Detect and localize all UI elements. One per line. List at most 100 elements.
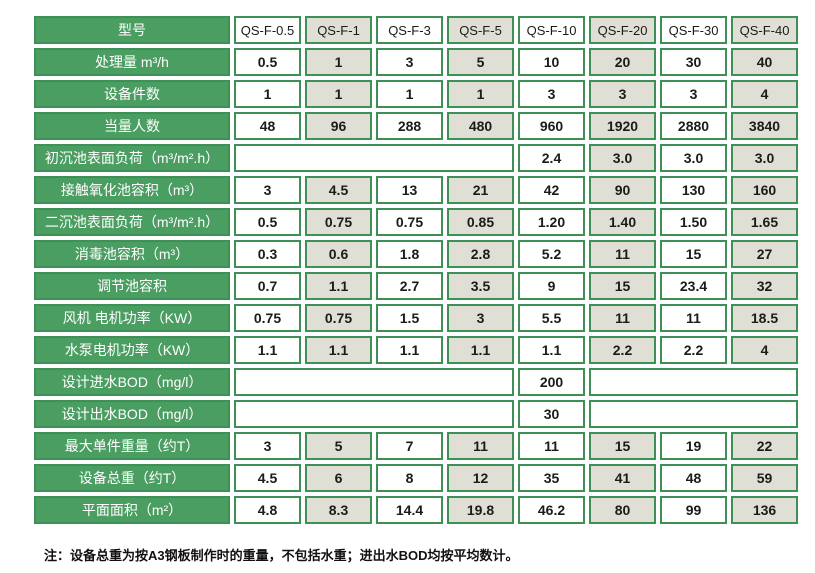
- table-cell: 21: [447, 176, 514, 204]
- table-cell: 19.8: [447, 496, 514, 524]
- table-cell: 0.7: [234, 272, 301, 300]
- table-row: 设计出水BOD（mg/l） 30: [34, 400, 798, 428]
- table-cell: 23.4: [660, 272, 727, 300]
- table-cell: 4: [731, 336, 798, 364]
- table-cell: 1.8: [376, 240, 443, 268]
- table-cell: 3: [376, 48, 443, 76]
- table-row: 平面面积（m²） 4.8 8.3 14.4 19.8 46.2 80 99 136: [34, 496, 798, 524]
- row-label: 设计出水BOD（mg/l）: [34, 400, 230, 428]
- table-cell: 1920: [589, 112, 656, 140]
- table-cell: 4.5: [305, 176, 372, 204]
- row-label: 最大单件重量（约T）: [34, 432, 230, 460]
- table-cell: 22: [731, 432, 798, 460]
- column-header: QS-F-0.5: [234, 16, 301, 44]
- table-cell: 0.75: [376, 208, 443, 236]
- table-cell: [589, 368, 798, 396]
- table-cell: 14.4: [376, 496, 443, 524]
- table-cell: 2.7: [376, 272, 443, 300]
- table-cell: 48: [660, 464, 727, 492]
- table-row: 调节池容积 0.7 1.1 2.7 3.5 9 15 23.4 32: [34, 272, 798, 300]
- table-cell: 3: [234, 176, 301, 204]
- table-row: 初沉池表面负荷（m³/m².h） 2.4 3.0 3.0 3.0: [34, 144, 798, 172]
- table-cell: 2.2: [589, 336, 656, 364]
- table-cell: 2.4: [518, 144, 585, 172]
- table-cell: 80: [589, 496, 656, 524]
- table-cell: 0.75: [305, 208, 372, 236]
- table-cell: 6: [305, 464, 372, 492]
- table-cell: 20: [589, 48, 656, 76]
- table-row: 最大单件重量（约T） 3 5 7 11 11 15 19 22: [34, 432, 798, 460]
- table-cell: 18.5: [731, 304, 798, 332]
- column-header: QS-F-5: [447, 16, 514, 44]
- table-cell: 3.5: [447, 272, 514, 300]
- row-label: 水泵电机功率（KW）: [34, 336, 230, 364]
- table-cell: 1.40: [589, 208, 656, 236]
- table-cell: 288: [376, 112, 443, 140]
- table-cell: 0.85: [447, 208, 514, 236]
- table-cell: 10: [518, 48, 585, 76]
- table-cell: 0.5: [234, 48, 301, 76]
- table-header-row: 型号 QS-F-0.5 QS-F-1 QS-F-3 QS-F-5 QS-F-10 QS-F…: [34, 16, 798, 44]
- footnote-text: 注：设备总重为按A3钢板制作时的重量，不包括水重；进出水BOD均按平均数计。: [44, 548, 519, 563]
- table-cell: 11: [589, 304, 656, 332]
- table-cell: 480: [447, 112, 514, 140]
- table-cell: 32: [731, 272, 798, 300]
- table-cell: 3: [234, 432, 301, 460]
- table-cell: 1.1: [518, 336, 585, 364]
- column-header: QS-F-3: [376, 16, 443, 44]
- row-label: 设备总重（约T）: [34, 464, 230, 492]
- table-cell: 4.8: [234, 496, 301, 524]
- table-cell: 15: [589, 432, 656, 460]
- table-cell: 1.1: [305, 272, 372, 300]
- table-cell: 1: [376, 80, 443, 108]
- table-cell: 130: [660, 176, 727, 204]
- table-cell: 30: [518, 400, 585, 428]
- row-label: 调节池容积: [34, 272, 230, 300]
- table-cell: [589, 400, 798, 428]
- table-row: 接触氧化池容积（m³） 3 4.5 13 21 42 90 130 160: [34, 176, 798, 204]
- table-cell: 1: [234, 80, 301, 108]
- table-cell: 0.6: [305, 240, 372, 268]
- table-cell: 1.1: [234, 336, 301, 364]
- table-cell: 3: [660, 80, 727, 108]
- table-cell: 1.65: [731, 208, 798, 236]
- column-header: QS-F-40: [731, 16, 798, 44]
- row-label: 二沉池表面负荷（m³/m².h）: [34, 208, 230, 236]
- table-row: 消毒池容积（m³） 0.3 0.6 1.8 2.8 5.2 11 15 27: [34, 240, 798, 268]
- table-cell: 11: [589, 240, 656, 268]
- table-cell: 96: [305, 112, 372, 140]
- table-cell: 30: [660, 48, 727, 76]
- table-cell: 4: [731, 80, 798, 108]
- table-cell: 3: [518, 80, 585, 108]
- table-cell: 11: [660, 304, 727, 332]
- table-row: 风机 电机功率（KW） 0.75 0.75 1.5 3 5.5 11 11 18.5: [34, 304, 798, 332]
- table-cell: 15: [660, 240, 727, 268]
- table-cell: 13: [376, 176, 443, 204]
- table-cell: 15: [589, 272, 656, 300]
- column-header: QS-F-1: [305, 16, 372, 44]
- table-cell: 11: [447, 432, 514, 460]
- table-cell: 0.75: [305, 304, 372, 332]
- row-label: 消毒池容积（m³）: [34, 240, 230, 268]
- table-cell: 8: [376, 464, 443, 492]
- table-cell: 99: [660, 496, 727, 524]
- table-cell: 59: [731, 464, 798, 492]
- table-cell: 12: [447, 464, 514, 492]
- column-header: QS-F-30: [660, 16, 727, 44]
- table-cell: 11: [518, 432, 585, 460]
- table-cell: 0.5: [234, 208, 301, 236]
- table-cell: 3.0: [660, 144, 727, 172]
- table-cell: 1: [305, 48, 372, 76]
- table-cell: 5: [447, 48, 514, 76]
- table-cell: 42: [518, 176, 585, 204]
- column-header: QS-F-10: [518, 16, 585, 44]
- table-row: 水泵电机功率（KW） 1.1 1.1 1.1 1.1 1.1 2.2 2.2 4: [34, 336, 798, 364]
- table-cell: 2880: [660, 112, 727, 140]
- table-cell: 19: [660, 432, 727, 460]
- table-cell: 3.0: [589, 144, 656, 172]
- row-label: 初沉池表面负荷（m³/m².h）: [34, 144, 230, 172]
- table-cell: 5: [305, 432, 372, 460]
- model-header-label: 型号: [34, 16, 230, 44]
- row-label: 当量人数: [34, 112, 230, 140]
- table-cell: 5.5: [518, 304, 585, 332]
